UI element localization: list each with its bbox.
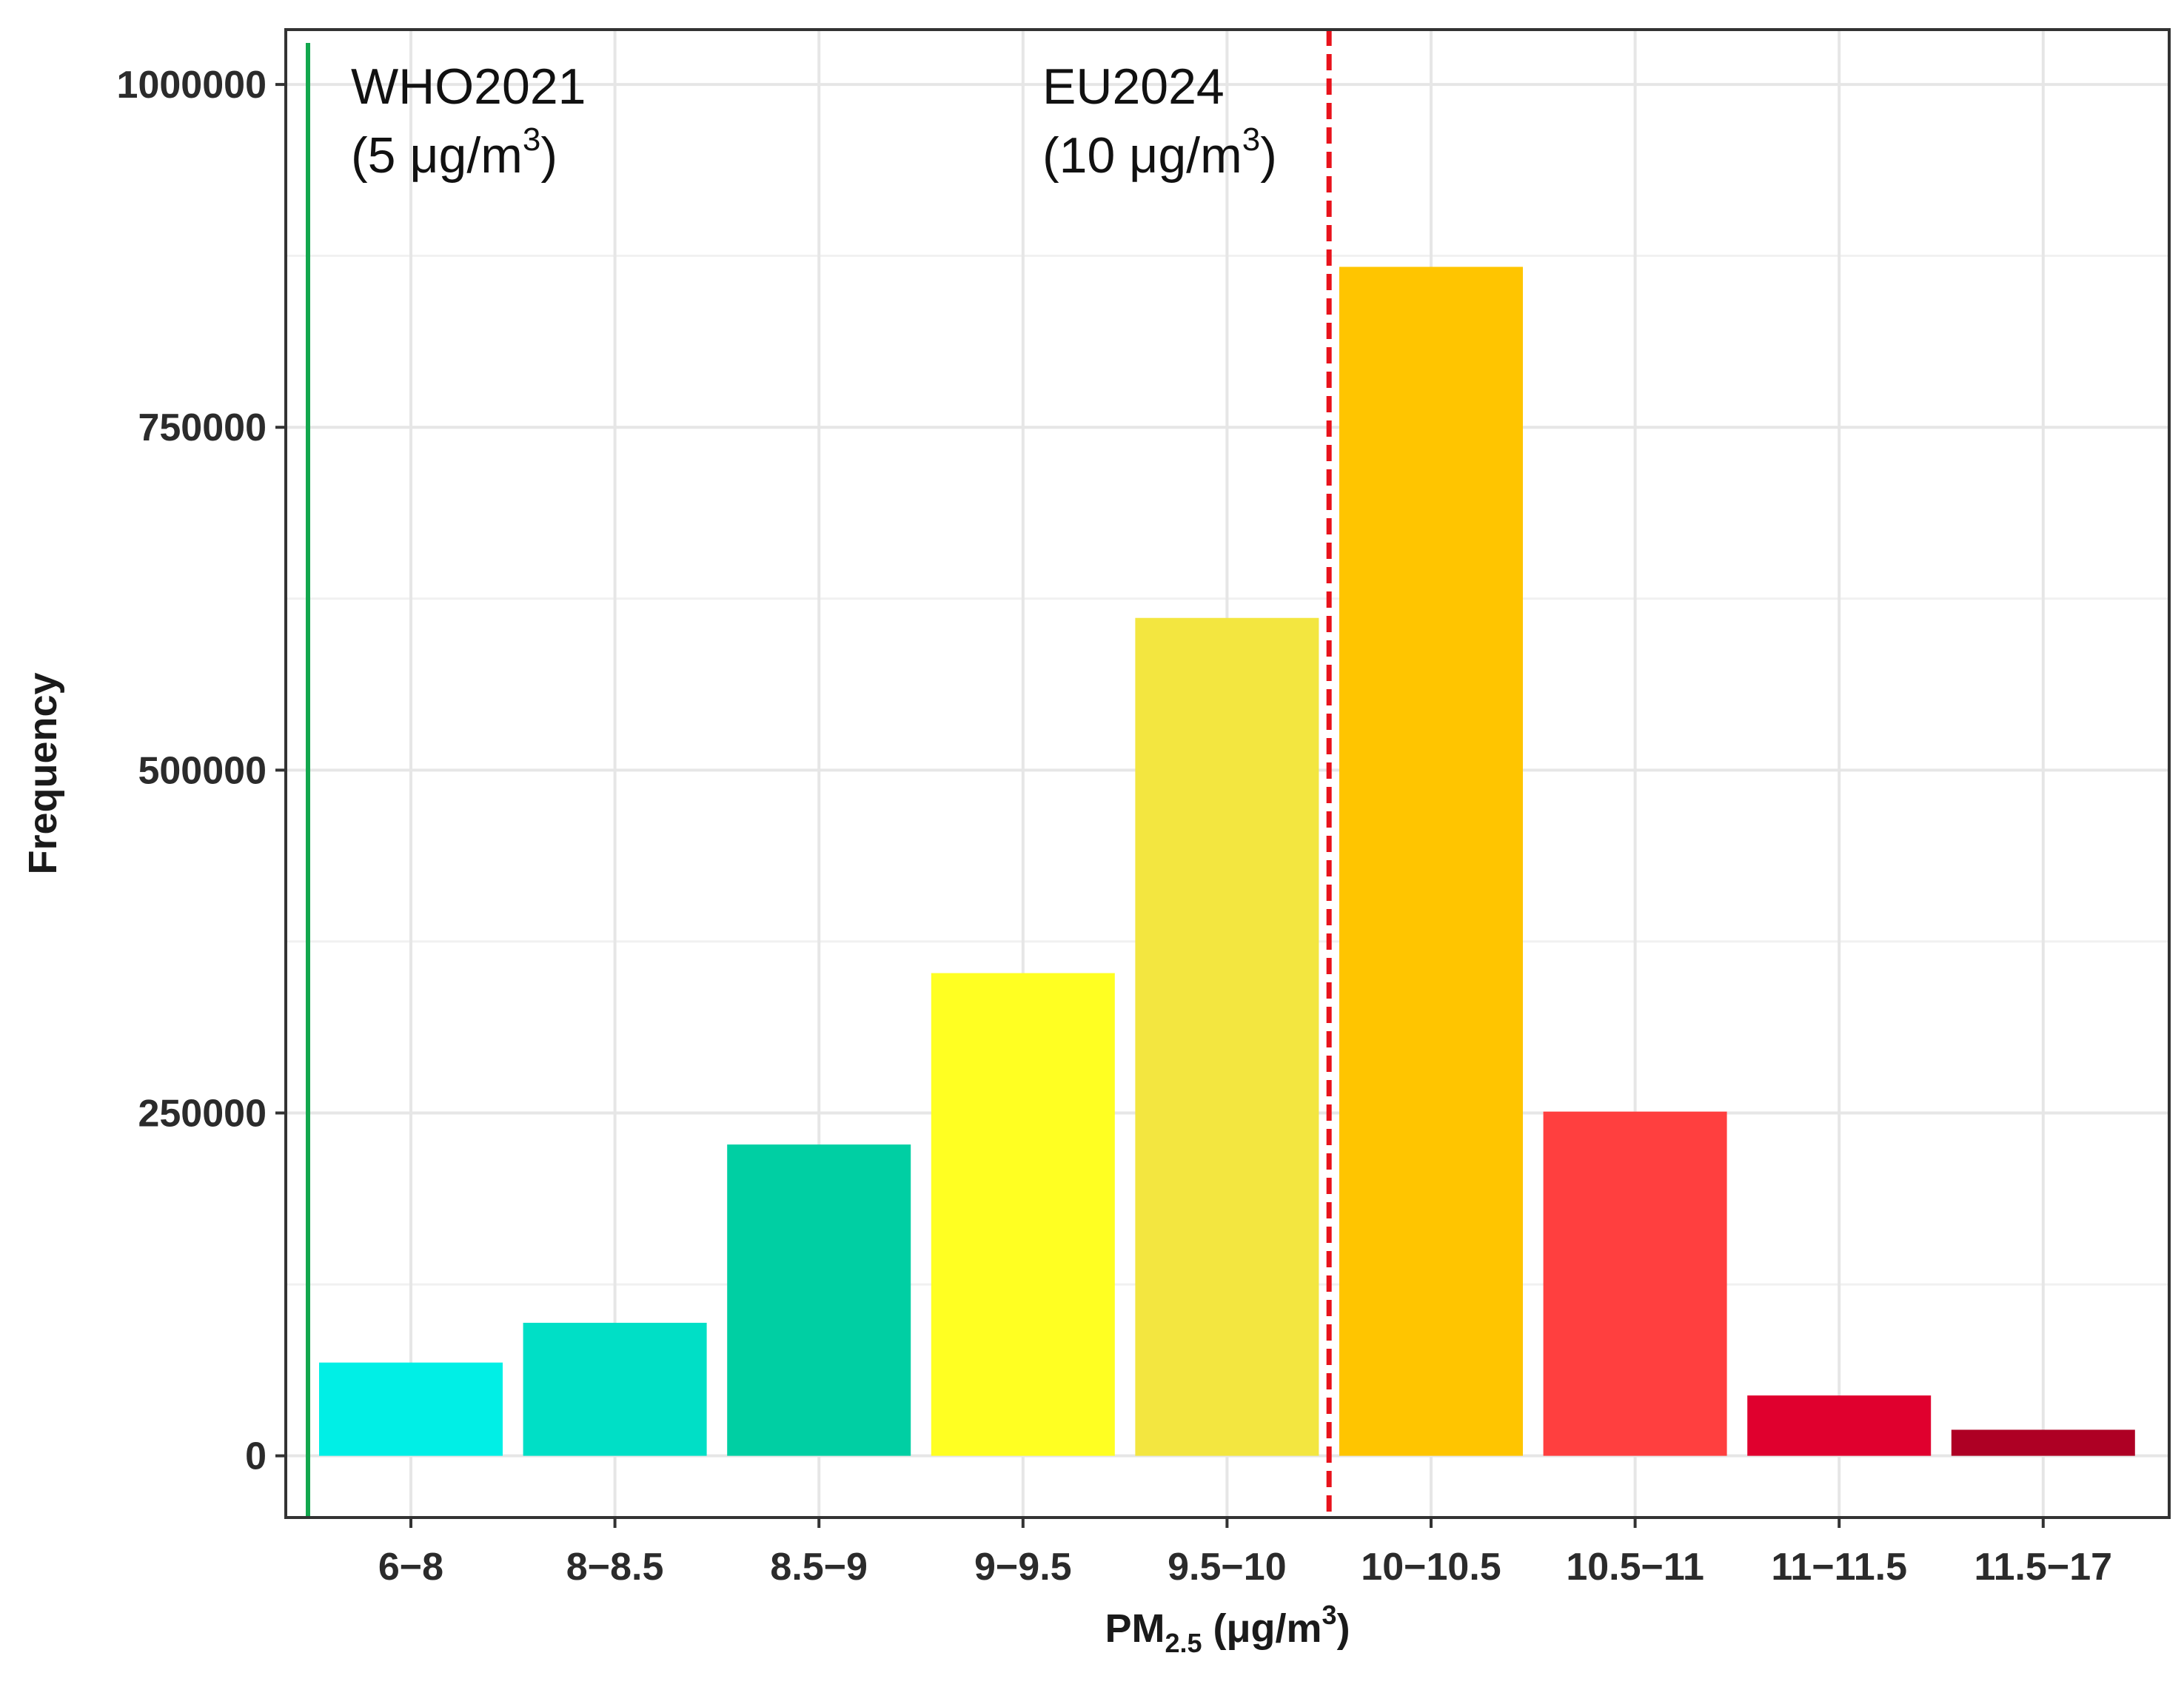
bar <box>1135 617 1319 1456</box>
x-tick-label: 8−8.5 <box>566 1546 664 1589</box>
x-axis-title: PM2.5 (μg/m3) <box>1105 1600 1350 1658</box>
eu-label-name: EU2024 <box>1042 58 1225 115</box>
x-tick-label: 6−8 <box>378 1546 443 1589</box>
y-axis-title: Frequency <box>21 672 65 874</box>
eu-annotation: EU2024 (10 μg/m3) <box>1042 58 1277 184</box>
bars <box>319 266 2135 1456</box>
x-axis-title-sup: 3 <box>1322 1600 1337 1630</box>
bar <box>931 973 1115 1456</box>
y-tick-label: 0 <box>245 1435 267 1478</box>
bar <box>1339 266 1523 1456</box>
bar <box>319 1362 503 1456</box>
x-tick-label: 8.5−9 <box>770 1546 868 1589</box>
x-axis-title-main: PM <box>1105 1606 1165 1651</box>
who-label-name: WHO2021 <box>351 58 586 115</box>
x-tick-label: 11.5−17 <box>1974 1546 2113 1589</box>
y-tick-label: 250000 <box>138 1093 267 1136</box>
who-annotation: WHO2021 (5 μg/m3) <box>351 58 586 184</box>
bar <box>727 1144 911 1456</box>
y-axis: 0 250000 500000 750000 1000000 <box>117 64 286 1478</box>
x-tick-label: 10−10.5 <box>1361 1546 1501 1589</box>
bar <box>1543 1111 1727 1456</box>
x-tick-label: 9.5−10 <box>1168 1546 1287 1589</box>
x-axis-title-sub: 2.5 <box>1165 1628 1202 1658</box>
who-label-value: (5 μg/m3) <box>351 121 557 184</box>
x-axis-title-close: ) <box>1337 1606 1350 1651</box>
y-tick-label: 500000 <box>138 749 267 792</box>
bar <box>523 1322 707 1456</box>
bar <box>1951 1429 2135 1456</box>
x-axis: 6−8 8−8.5 8.5−9 9−9.5 9.5−10 10−10.5 10.5−11 11… <box>378 1518 2112 1589</box>
y-tick-label: 750000 <box>138 406 267 449</box>
reference-lines <box>306 30 1332 1518</box>
x-tick-label: 9−9.5 <box>974 1546 1072 1589</box>
eu-label-value: (10 μg/m3) <box>1042 121 1277 184</box>
y-tick-label: 1000000 <box>117 64 267 107</box>
x-axis-title-unit: (μg/m <box>1202 1606 1322 1651</box>
bar <box>1747 1395 1932 1456</box>
x-tick-label: 11−11.5 <box>1771 1546 1907 1589</box>
x-tick-label: 10.5−11 <box>1566 1546 1704 1589</box>
